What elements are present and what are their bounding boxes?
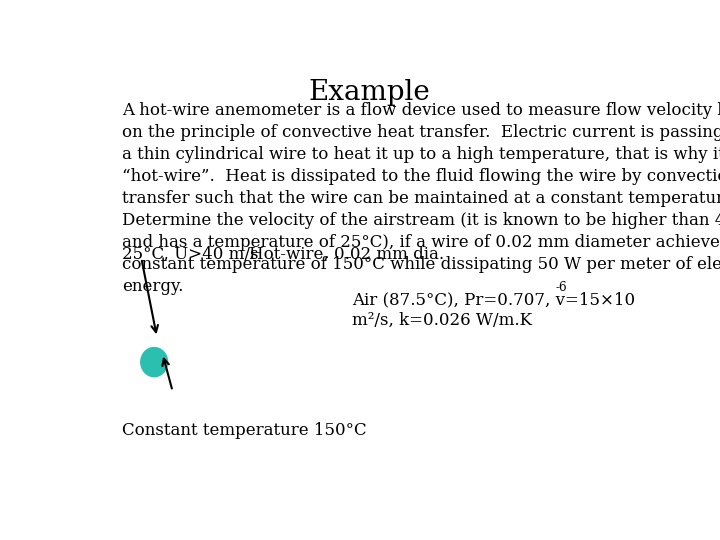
Text: A hot-wire anemometer is a flow device used to measure flow velocity based
on th: A hot-wire anemometer is a flow device u…: [122, 102, 720, 295]
Text: Example: Example: [308, 79, 430, 106]
Ellipse shape: [141, 348, 168, 377]
Text: 25°C, U>40 m/s: 25°C, U>40 m/s: [122, 246, 259, 262]
Text: -6: -6: [556, 281, 567, 294]
Text: Air (87.5°C), Pr=0.707, v=15×10: Air (87.5°C), Pr=0.707, v=15×10: [352, 292, 635, 308]
Text: Hot-wire, 0.02 mm dia.: Hot-wire, 0.02 mm dia.: [249, 246, 444, 262]
Text: Constant temperature 150°C: Constant temperature 150°C: [122, 422, 367, 440]
Text: m²/s, k=0.026 W/m.K: m²/s, k=0.026 W/m.K: [352, 312, 532, 329]
